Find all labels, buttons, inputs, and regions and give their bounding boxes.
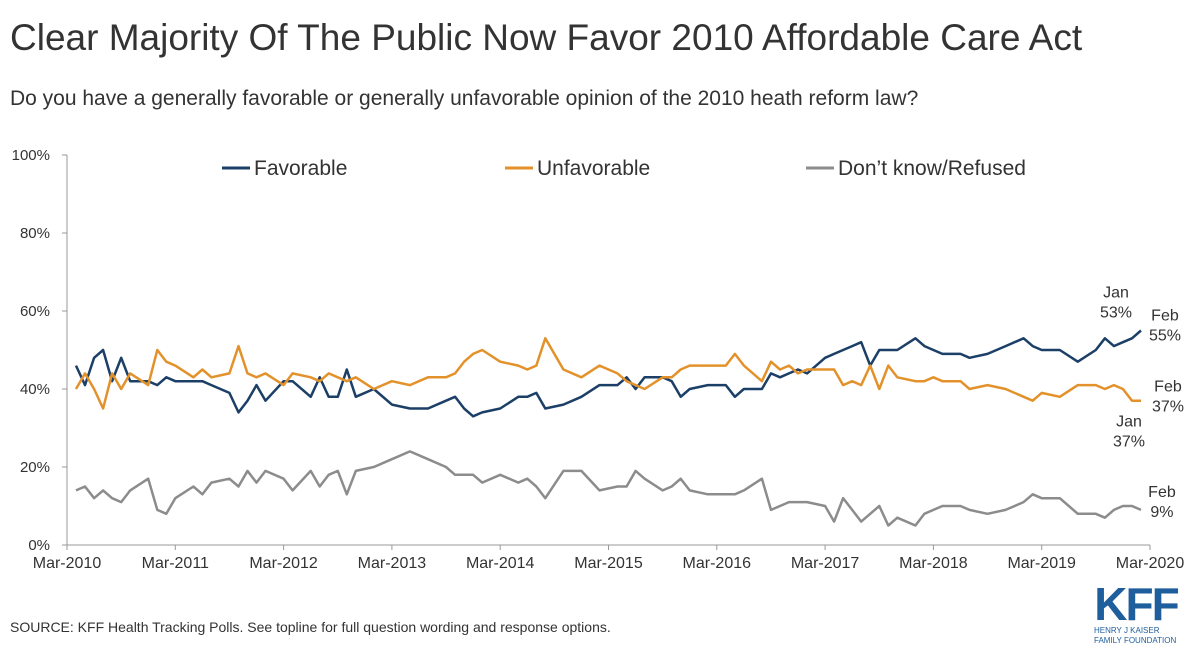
source-note: SOURCE: KFF Health Tracking Polls. See t… <box>10 619 611 635</box>
x-tick-label: Mar-2015 <box>574 555 643 572</box>
logo-text: KFF <box>1094 578 1178 630</box>
annotation-value: 37% <box>1113 434 1145 451</box>
annotation-value: 53% <box>1100 304 1132 321</box>
y-tick-label: 100% <box>12 147 50 164</box>
y-tick-label: 0% <box>28 537 50 554</box>
annotation-label: Jan <box>1116 414 1142 431</box>
annotation-label: Jan <box>1103 284 1129 301</box>
legend-label: Favorable <box>254 157 347 180</box>
logo-line: HENRY J KAISER <box>1094 626 1160 635</box>
y-tick-label: 40% <box>20 381 50 398</box>
annotation-label: Feb <box>1148 484 1176 501</box>
legend-label: Unfavorable <box>537 157 650 180</box>
chart-subtitle: Do you have a generally favorable or gen… <box>10 87 918 110</box>
x-tick-label: Mar-2012 <box>249 555 318 572</box>
x-tick-label: Mar-2013 <box>358 555 427 572</box>
x-tick-label: Mar-2011 <box>142 555 209 572</box>
series-line <box>75 450 1142 527</box>
series-line <box>74 337 1141 410</box>
legend-label: Don’t know/Refused <box>838 157 1026 180</box>
x-tick-label: Mar-2010 <box>33 555 102 572</box>
annotation-label: Feb <box>1154 379 1182 396</box>
x-tick-label: Mar-2017 <box>791 555 860 572</box>
annotation-label: Feb <box>1151 308 1179 325</box>
x-tick-label: Mar-2016 <box>683 555 752 572</box>
y-tick-label: 20% <box>20 459 50 476</box>
annotation-value: 9% <box>1150 504 1173 521</box>
logo-line: FAMILY FOUNDATION <box>1094 636 1176 645</box>
annotation-value: 55% <box>1149 328 1181 345</box>
x-tick-label: Mar-2018 <box>899 555 968 572</box>
annotation-value: 37% <box>1152 399 1184 416</box>
x-tick-label: Mar-2020 <box>1116 555 1185 572</box>
series-line <box>74 329 1142 418</box>
y-tick-label: 80% <box>20 225 50 242</box>
y-tick-label: 60% <box>20 303 50 320</box>
x-tick-label: Mar-2014 <box>466 555 535 572</box>
x-tick-label: Mar-2019 <box>1007 555 1076 572</box>
chart-title: Clear Majority Of The Public Now Favor 2… <box>10 17 1083 58</box>
